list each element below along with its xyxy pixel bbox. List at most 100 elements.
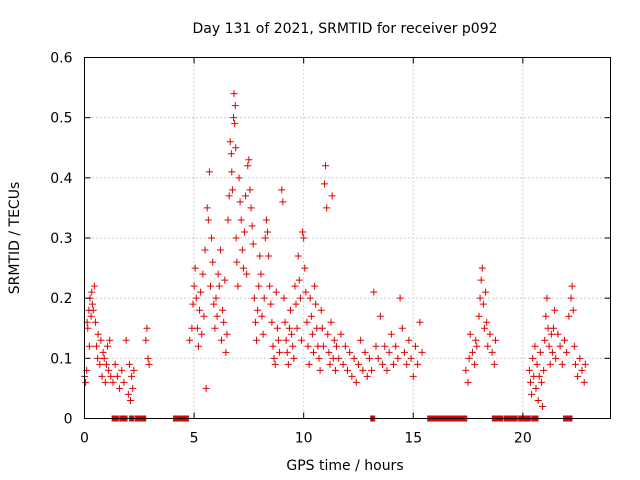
data-point — [480, 324, 488, 332]
data-point — [350, 354, 358, 362]
data-point — [471, 360, 479, 368]
data-point — [266, 282, 274, 290]
data-point — [230, 114, 238, 122]
data-point — [248, 222, 256, 230]
data-point — [288, 330, 296, 338]
data-point — [390, 360, 398, 368]
data-point — [82, 378, 90, 386]
data-point — [531, 342, 539, 350]
data-point — [548, 348, 556, 356]
data-point — [220, 318, 228, 326]
x-axis-label: GPS time / hours — [286, 458, 403, 474]
data-point — [199, 270, 207, 278]
data-point — [234, 282, 242, 290]
data-point — [529, 354, 537, 362]
data-point — [231, 102, 239, 110]
data-point — [551, 306, 559, 314]
grid-layer — [84, 57, 611, 419]
data-point — [226, 138, 234, 146]
data-point — [325, 348, 333, 356]
data-point — [372, 342, 380, 350]
data-point — [379, 360, 387, 368]
data-point — [192, 294, 200, 302]
data-point — [532, 384, 540, 392]
data-point — [304, 342, 312, 350]
data-point — [264, 228, 272, 236]
x-tick-label: 0 — [80, 431, 89, 447]
data-point — [109, 378, 117, 386]
data-point — [312, 300, 320, 308]
data-point — [249, 240, 257, 248]
data-point — [255, 282, 263, 290]
data-point — [209, 258, 217, 266]
data-point — [89, 306, 97, 314]
x-tick-label: 15 — [404, 431, 422, 447]
data-point — [547, 330, 555, 338]
data-point — [251, 318, 259, 326]
data-point — [87, 312, 95, 320]
data-point — [283, 348, 291, 356]
data-point — [198, 330, 206, 338]
data-point — [257, 270, 265, 278]
data-point — [223, 330, 231, 338]
data-point — [227, 150, 235, 158]
data-point — [189, 300, 197, 308]
data-point — [580, 378, 588, 386]
data-point — [416, 318, 424, 326]
data-point — [563, 348, 571, 356]
data-point — [232, 234, 240, 242]
data-point — [111, 360, 119, 368]
data-point — [254, 306, 262, 314]
data-point — [359, 366, 367, 374]
data-point — [106, 336, 114, 344]
data-point — [278, 186, 286, 194]
data-point — [361, 348, 369, 356]
data-point — [546, 360, 554, 368]
data-point — [363, 372, 371, 380]
data-point — [107, 372, 115, 380]
data-point — [542, 312, 550, 320]
data-point — [101, 378, 109, 386]
data-point — [221, 276, 229, 284]
data-point — [318, 324, 326, 332]
data-point — [237, 216, 245, 224]
y-tick-label: 0.1 — [50, 351, 72, 367]
data-point — [324, 330, 332, 338]
data-point — [484, 342, 492, 350]
data-point — [274, 336, 282, 344]
data-point — [292, 300, 300, 308]
data-point — [276, 348, 284, 356]
data-point — [297, 336, 305, 344]
data-point — [260, 294, 268, 302]
data-point — [535, 372, 543, 380]
data-point — [105, 366, 113, 374]
chart-title: Day 131 of 2021, SRMTID for receiver p09… — [192, 21, 497, 37]
data-point — [468, 348, 476, 356]
data-point — [479, 300, 487, 308]
data-point — [222, 348, 230, 356]
data-point — [124, 390, 132, 398]
data-point — [210, 300, 218, 308]
data-point — [545, 342, 553, 350]
data-point — [240, 228, 248, 236]
data-point — [232, 144, 240, 152]
data-point — [104, 342, 112, 350]
data-point — [250, 294, 258, 302]
data-point — [476, 294, 484, 302]
data-point — [462, 366, 470, 374]
data-point — [346, 348, 354, 356]
data-point — [475, 312, 483, 320]
y-tick-label: 0.6 — [50, 51, 72, 67]
data-point — [387, 330, 395, 338]
data-point — [205, 168, 213, 176]
data-point — [411, 342, 419, 350]
data-point — [306, 294, 314, 302]
data-point — [197, 288, 205, 296]
data-point — [409, 372, 417, 380]
data-point — [130, 366, 138, 374]
data-point — [486, 330, 494, 338]
data-point — [284, 360, 292, 368]
data-point — [265, 252, 273, 260]
data-point — [370, 288, 378, 296]
data-point — [143, 324, 151, 332]
